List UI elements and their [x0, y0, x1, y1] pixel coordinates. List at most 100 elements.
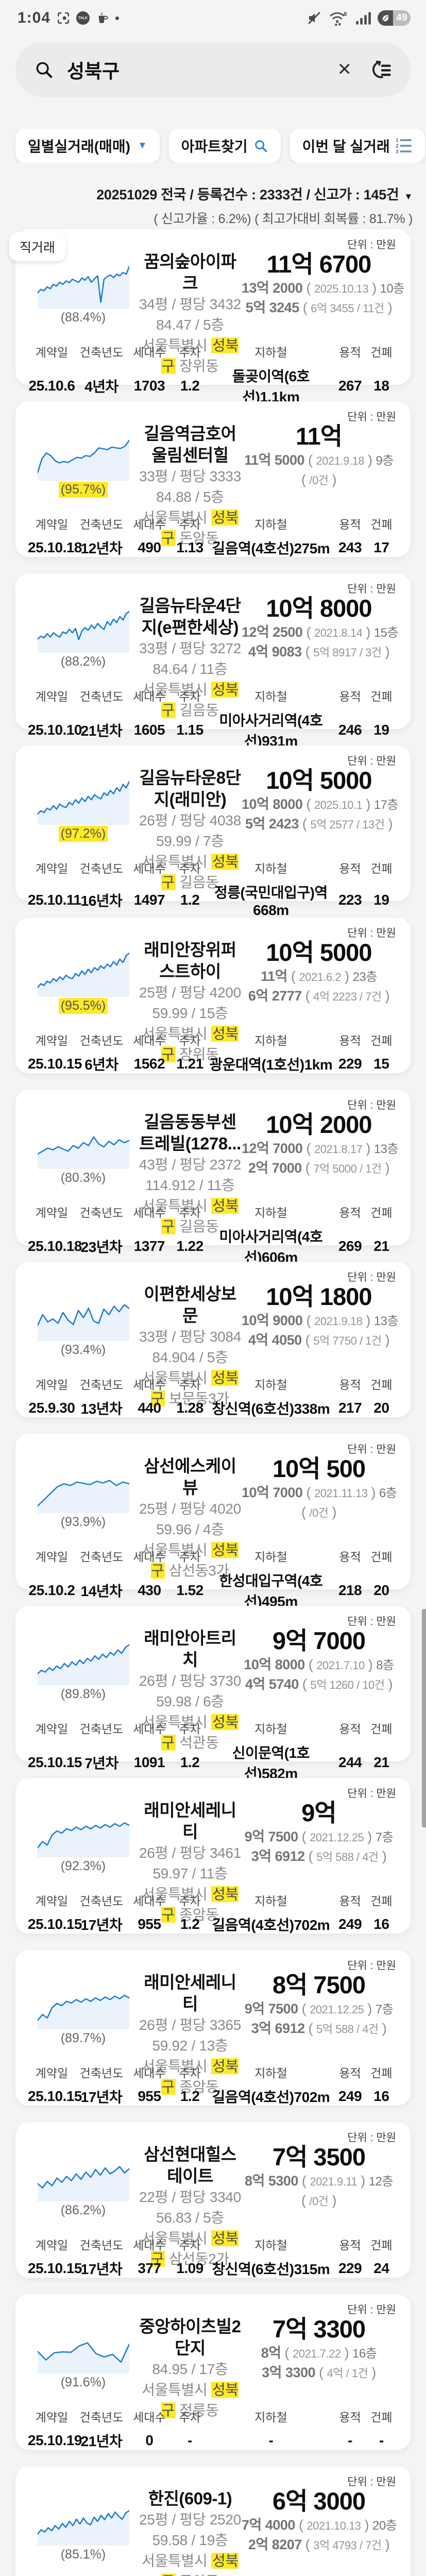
listing-card[interactable]: 직거래 단위 : 만원 (88.4%) 꿈의숲아이파크 34평 / 평당 343… — [9, 229, 411, 405]
card-table-values: 25.10.15 6년차 1562 1.21 광운대역(1호선)1km 229 15 — [28, 1054, 396, 1074]
parking-ratio: 1.22 — [176, 1238, 203, 1254]
recovery-percent-badge: (85.1%) — [60, 2547, 106, 2562]
listing-card[interactable]: 단위 : 만원 (97.2%) 길음뉴타운8단지(래미안) 26평 / 평당 4… — [15, 745, 411, 918]
parking-ratio: 1.2 — [180, 378, 200, 394]
recovery-percent-badge: (95.5%) — [58, 998, 108, 1014]
contract-date: 25.10.18 — [28, 539, 82, 555]
trade-price: 10억 500 — [272, 1455, 366, 1482]
peak-price-line: 10억 7000 ( 2021.11.13 ) 6층 — [242, 1485, 397, 1500]
area-floor-info: 59.98 / 6층 — [156, 1693, 224, 1709]
listing-card[interactable]: 단위 : 만원 (85.1%) 한진(609-1) 25평 / 평당 2520 … — [15, 2466, 411, 2576]
peak-price-line: 11억 ( 2021.6.2 ) 23층 — [261, 969, 377, 984]
subway-info: 길음역(4호선)702m — [212, 2089, 330, 2105]
address-city: 서울특별시 — [142, 2382, 208, 2398]
listing-card[interactable]: 단위 : 만원 (89.7%) 래미안세레니티 26평 / 평당 3365 59… — [15, 1950, 411, 2106]
svg-text:6: 6 — [344, 11, 347, 17]
card-table-header: 계약일 건축년도 세대수 주차 지하철 용적 건폐 — [35, 346, 393, 359]
listing-card[interactable]: 단위 : 만원 (95.7%) 길음역금호어울림센터힐 33평 / 평당 333… — [15, 401, 411, 557]
contract-date: 25.10.15 — [28, 1916, 82, 1932]
price-sparkline-chart — [37, 1822, 129, 1857]
address-city: 서울특별시 — [142, 1026, 208, 1042]
search-bar[interactable]: 성북구 ✕ — [15, 42, 411, 97]
household-count: 1703 — [133, 378, 165, 394]
pyeong-price-info: 33평 / 평당 3272 — [139, 640, 241, 656]
contract-date: 25.10.15 — [28, 2088, 82, 2104]
address-line: 서울특별시 성북구 길음동 — [139, 680, 242, 721]
trade-price: 7억 3300 — [272, 2315, 366, 2343]
card-table-values: 25.10.11 16년차 1497 1.2 정릉(국민대입구)역668m 223 19 — [28, 882, 396, 919]
scrollbar-thumb[interactable] — [422, 1609, 426, 1827]
area-floor-info: 114.912 / 11층 — [145, 1177, 235, 1193]
address-dong: 석관동 — [179, 1735, 219, 1751]
battery-percent: 49 — [393, 10, 411, 26]
apartment-name: 길음뉴타운8단지(래미안) — [139, 768, 241, 809]
contract-date: 25.10.19 — [28, 2432, 82, 2448]
address-dong: 삼선동2가 — [168, 2251, 230, 2267]
gap-price-line: 4억 4050 ( 5억 7750 / 1건 ) — [248, 1332, 390, 1348]
clear-search-icon[interactable]: ✕ — [337, 60, 352, 79]
unit-label: 단위 : 만원 — [347, 2476, 396, 2488]
gap-price-line: 2억 8207 ( 3억 4793 / 7건 ) — [248, 2537, 390, 2552]
address-line: 서울특별시 성북구 장위동 — [139, 1024, 242, 1065]
price-sparkline-chart — [37, 2166, 129, 2201]
svg-text:3: 3 — [396, 149, 399, 155]
listing-card[interactable]: 단위 : 만원 (92.3%) 래미안세레니티 26평 / 평당 3461 59… — [15, 1778, 411, 1934]
card-table-header: 계약일 건축년도 세대수 주차 지하철 용적 건폐 — [35, 1034, 393, 1047]
listing-card[interactable]: 단위 : 만원 (88.2%) 길음뉴타운4단지(e편한세상) 33평 / 평당… — [15, 573, 411, 749]
building-coverage: 15 — [373, 1056, 389, 1072]
daily-summary[interactable]: 20251029 전국 / 등록건수 : 2333건 / 신고가 : 145건 ▼… — [0, 183, 426, 227]
pyeong-price-info: 25평 / 평당 2520 — [139, 2512, 241, 2528]
chip-daily-trades[interactable]: 일별실거래(매매) ▼ — [15, 129, 160, 163]
unit-label: 단위 : 만원 — [347, 583, 396, 595]
card-table-values: 25.10.15 17년차 377 1.09 창신역(6호선)315m 229 24 — [28, 2258, 396, 2279]
floor-area-ratio: 269 — [338, 1238, 362, 1254]
sort-filter-icon[interactable] — [369, 60, 392, 79]
address-dong: 돈암동 — [179, 2573, 219, 2576]
peak-price-line: 12억 7000 ( 2021.8.17 ) 13층 — [242, 1141, 399, 1156]
recovery-percent-badge: (89.8%) — [60, 1687, 106, 1701]
building-age: 21년차 — [80, 723, 123, 739]
listing-card[interactable]: 단위 : 만원 (86.2%) 삼선현대힐스테이트 22평 / 평당 3340 … — [15, 2122, 411, 2278]
subway-info: 미아사거리역(4호선)606m — [219, 1229, 323, 1265]
gap-price-line: 3억 3300 ( 4억 / 1건 ) — [262, 2365, 376, 2380]
pyeong-price-info: 26평 / 평당 3730 — [139, 1673, 241, 1689]
peak-price-line: 8억 5300 ( 2021.9.11 ) 12층 — [245, 2173, 393, 2189]
listing-card[interactable]: 단위 : 만원 (93.9%) 삼선에스케이뷰 25평 / 평당 4020 59… — [15, 1434, 411, 1609]
search-input[interactable]: 성북구 — [67, 61, 120, 82]
building-coverage: 20 — [373, 1400, 389, 1416]
floor-area-ratio: 243 — [338, 539, 362, 555]
address-dong: 장위동 — [179, 1046, 219, 1062]
building-age: 12년차 — [80, 540, 123, 556]
kakaotalk-icon: TALK — [76, 11, 90, 25]
area-floor-info: 84.47 / 5층 — [156, 317, 224, 333]
card-table-values: 25.10.19 21년차 0 - - - - — [28, 2430, 396, 2451]
listing-card[interactable]: 단위 : 만원 (93.4%) 이편한세상보문 33평 / 평당 3084 84… — [15, 1262, 411, 1417]
chip-find-apartment[interactable]: 아파트찾기 — [168, 129, 281, 163]
listing-card[interactable]: 단위 : 만원 (80.3%) 길음동동부센트레빌(1278... 43평 / … — [15, 1090, 411, 1265]
listing-card[interactable]: 단위 : 만원 (89.8%) 래미안아트리치 26평 / 평당 3730 59… — [15, 1606, 411, 1782]
unit-label: 단위 : 만원 — [347, 411, 396, 423]
parking-ratio: 1.09 — [176, 2260, 203, 2276]
building-coverage: 20 — [373, 1582, 389, 1598]
trade-price: 10억 5000 — [266, 767, 372, 794]
peak-price-line: 10억 9000 ( 2021.9.18 ) 13층 — [242, 1313, 399, 1328]
pyeong-price-info: 34평 / 평당 3432 — [139, 296, 241, 312]
card-table-header: 계약일 건축년도 세대수 주차 지하철 용적 건폐 — [35, 1894, 393, 1908]
listing-card[interactable]: 단위 : 만원 (95.5%) 래미안장위퍼스트하이 25평 / 평당 4200… — [15, 918, 411, 1073]
area-floor-info: 59.99 / 7층 — [156, 833, 224, 849]
chevron-down-icon: ▼ — [404, 192, 413, 201]
recovery-percent-badge: (88.2%) — [60, 654, 106, 669]
card-table-values: 25.10.18 12년차 490 1.13 길음역(4호선)275m 243 17 — [28, 537, 396, 558]
household-count: 1497 — [133, 892, 165, 908]
household-count: 377 — [138, 2260, 161, 2276]
address-city: 서울특별시 — [142, 1714, 208, 1730]
price-sparkline-chart — [37, 781, 129, 825]
listing-card[interactable]: 단위 : 만원 (91.6%) 중앙하이츠빌2단지 84.95 / 17층 서울… — [15, 2294, 411, 2450]
building-coverage: 24 — [373, 2260, 389, 2276]
recovery-percent-badge: (86.2%) — [60, 2203, 106, 2217]
building-coverage: 16 — [373, 2088, 389, 2104]
contract-date: 25.10.10 — [28, 722, 82, 738]
price-sparkline-chart — [37, 1480, 129, 1513]
